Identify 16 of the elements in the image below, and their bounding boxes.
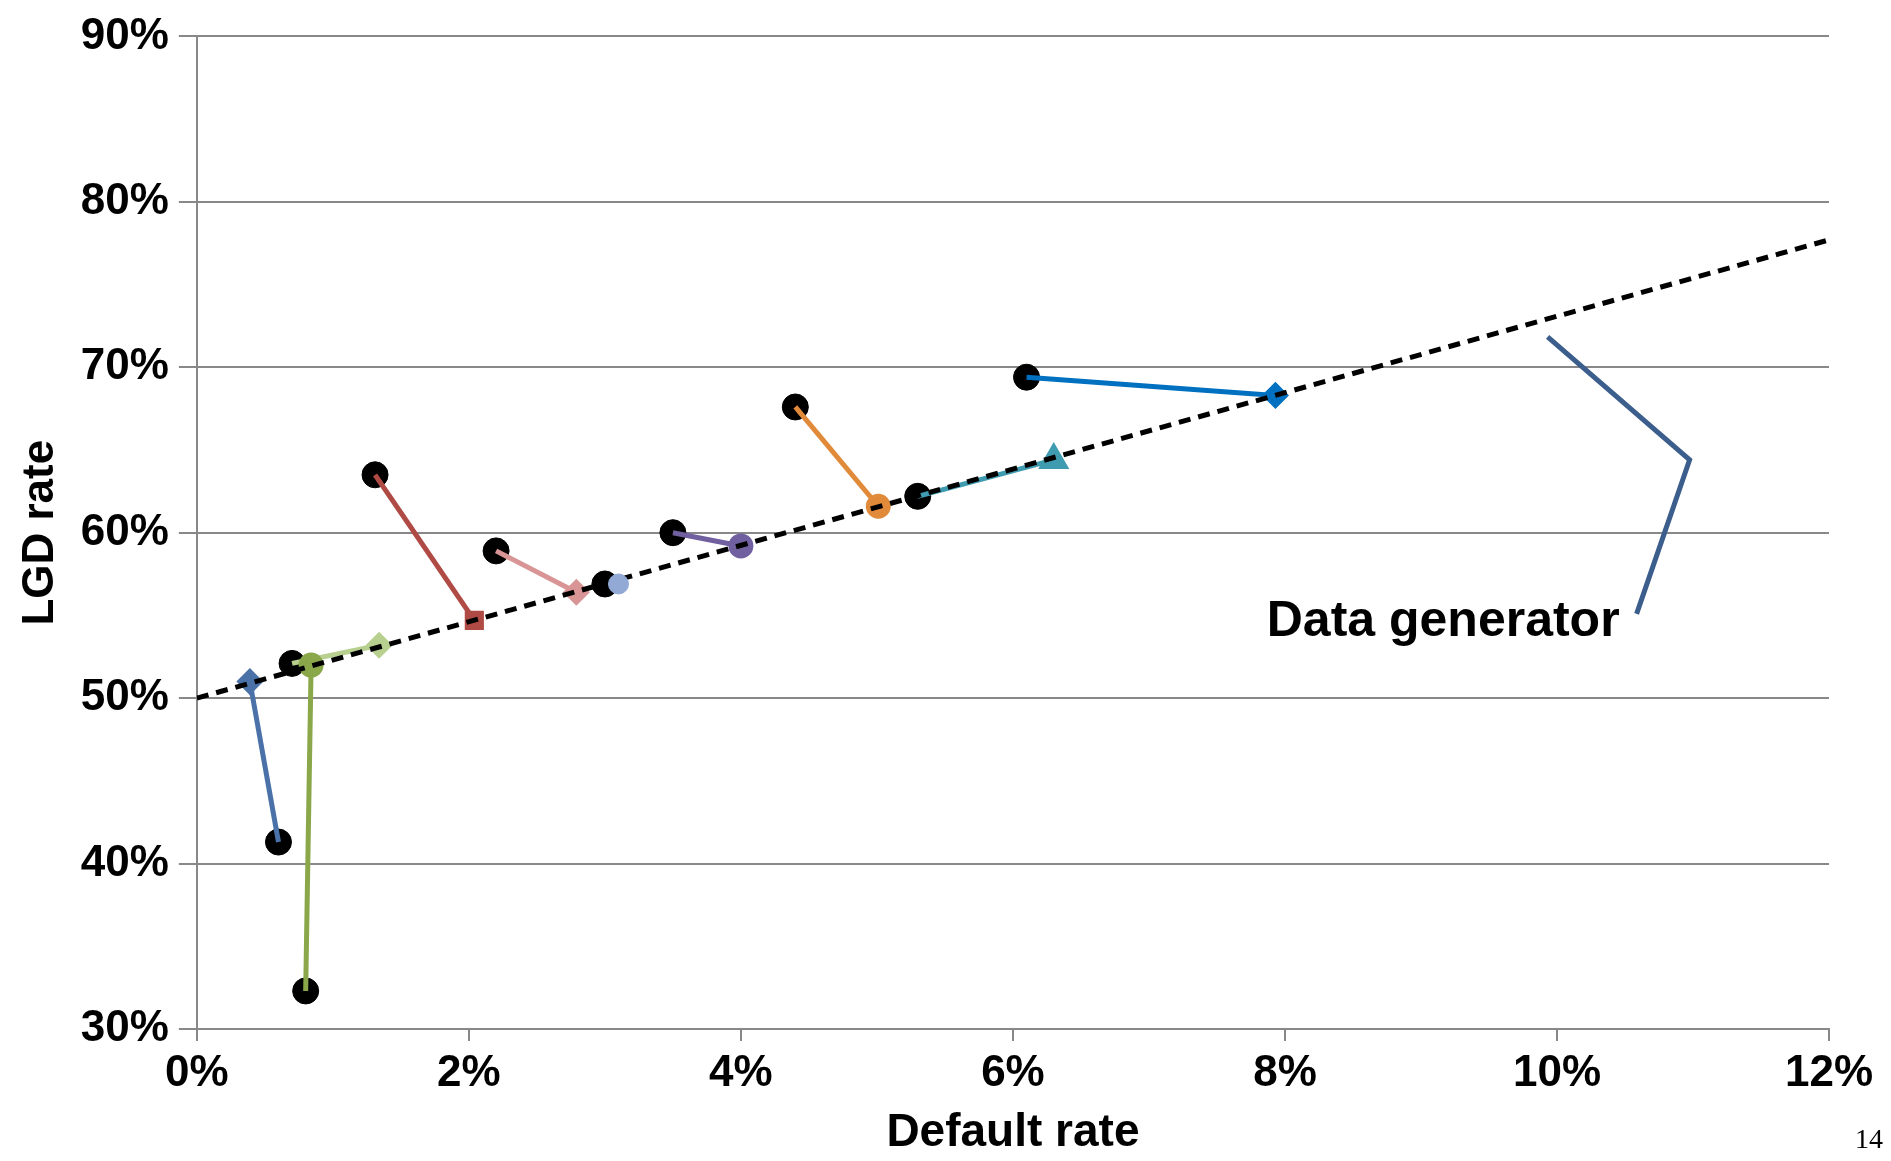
x-tick-label: 2%: [437, 1045, 501, 1095]
text: 14: [1855, 1123, 1883, 1155]
x-tick-label: 4%: [709, 1045, 773, 1095]
y-tick-label: 80%: [80, 173, 169, 223]
x-axis-title: Default rate: [886, 1104, 1140, 1157]
y-tick-label: 70%: [80, 339, 169, 389]
annotation: Data generator: [1266, 589, 1620, 648]
y-tick-label: 40%: [80, 835, 169, 885]
y-tick-label: 90%: [80, 8, 169, 58]
x-tick-label: 6%: [981, 1045, 1045, 1095]
y-tick-label: 50%: [80, 670, 169, 720]
x-tick-label: 12%: [1784, 1045, 1874, 1095]
x-tick-label: 10%: [1512, 1045, 1602, 1095]
y-axis-title: LGD rate: [12, 439, 62, 626]
x-tick-label: 8%: [1253, 1045, 1317, 1095]
y-tick-label: 60%: [80, 504, 169, 554]
